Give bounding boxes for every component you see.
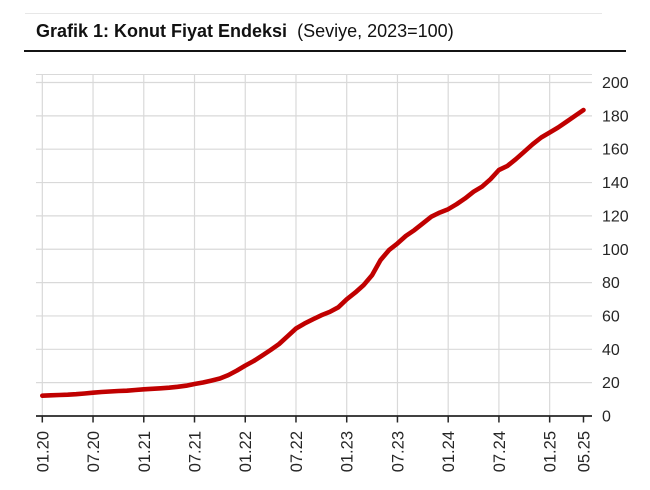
chart-subtitle: (Seviye, 2023=100)	[297, 21, 454, 41]
price-index-line	[39, 107, 586, 399]
y-axis-tick-label: 80	[602, 275, 620, 292]
chart-header: Grafik 1: Konut Fiyat Endeksi (Seviye, 2…	[36, 19, 454, 43]
y-axis-tick-label: 0	[602, 409, 611, 426]
y-axis-tick-label: 60	[602, 308, 620, 325]
y-axis-tick-label: 180	[602, 108, 629, 125]
y-axis-tick-label: 100	[602, 242, 629, 259]
y-axis-tick-label: 200	[602, 75, 629, 92]
x-axis-tick-label: 07.23	[389, 431, 407, 472]
x-axis-tick-label: 07.24	[491, 431, 509, 472]
x-axis-tick-label: 01.23	[339, 431, 357, 472]
chart-title: Grafik 1: Konut Fiyat Endeksi	[36, 21, 288, 41]
x-axis-tick-label: 07.21	[187, 431, 205, 472]
y-axis-tick-label: 160	[602, 142, 629, 159]
x-axis-tick-label: 07.22	[288, 431, 306, 472]
x-axis-tick-label: 01.20	[34, 431, 52, 472]
x-axis-tick-label: 01.24	[440, 431, 458, 472]
y-axis-tick-label: 140	[602, 175, 629, 192]
y-axis-tick-label: 120	[602, 208, 629, 225]
y-axis-tick-label: 20	[602, 375, 620, 392]
title-divider	[24, 50, 626, 52]
x-axis-tick-label: 01.21	[136, 431, 154, 472]
x-axis-tick-label: 01.25	[542, 431, 560, 472]
x-axis-tick-label: 05.25	[575, 431, 593, 472]
top-border-line	[25, 13, 602, 14]
y-axis-tick-label: 40	[602, 342, 620, 359]
x-axis-tick-label: 01.22	[237, 431, 255, 472]
x-axis-tick-label: 07.20	[85, 431, 103, 472]
